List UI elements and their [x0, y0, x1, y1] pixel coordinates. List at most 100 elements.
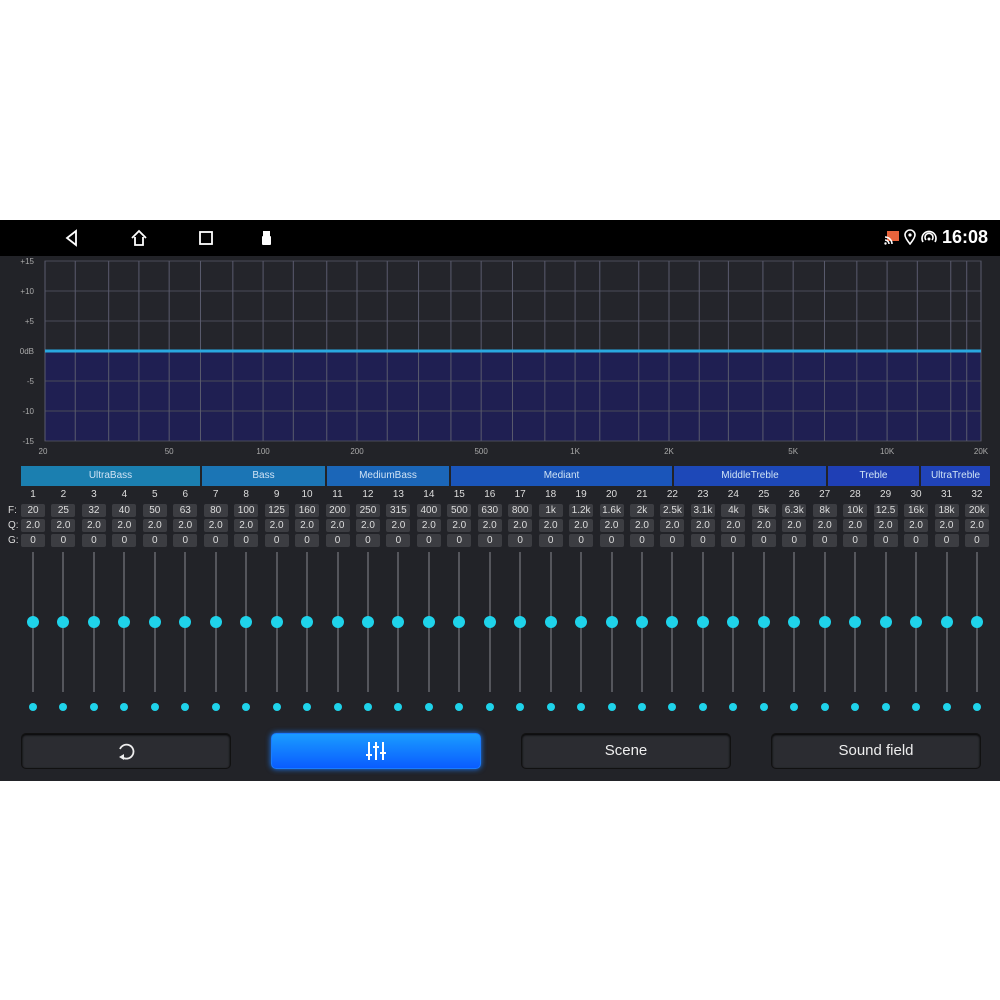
band-q[interactable]: 2.0 [751, 519, 776, 532]
band-gain[interactable]: 0 [751, 534, 776, 547]
back-icon[interactable] [62, 228, 82, 248]
band-frequency[interactable]: 40 [112, 504, 137, 517]
band-gain[interactable]: 0 [264, 534, 289, 547]
band-q[interactable]: 2.0 [325, 519, 350, 532]
band-gain[interactable]: 0 [173, 534, 198, 547]
band-q[interactable]: 2.0 [142, 519, 167, 532]
band-frequency[interactable]: 12.5 [873, 504, 898, 517]
band-q[interactable]: 2.0 [538, 519, 563, 532]
band-gain[interactable]: 0 [843, 534, 868, 547]
band-q[interactable]: 2.0 [812, 519, 837, 532]
band-frequency[interactable]: 18k [934, 504, 959, 517]
gain-slider-thumb[interactable] [301, 616, 314, 628]
gain-slider-thumb[interactable] [331, 616, 344, 628]
band-q[interactable]: 2.0 [721, 519, 746, 532]
band-q[interactable]: 2.0 [569, 519, 594, 532]
gain-slider-thumb[interactable] [849, 616, 862, 628]
band-frequency[interactable]: 10k [843, 504, 868, 517]
sound-field-button[interactable]: Sound field [771, 733, 981, 769]
band-frequency[interactable]: 125 [264, 504, 289, 517]
band-gain[interactable]: 0 [355, 534, 380, 547]
gain-slider-thumb[interactable] [483, 616, 496, 628]
gain-slider-thumb[interactable] [970, 616, 983, 628]
band-gain[interactable]: 0 [873, 534, 898, 547]
band-q[interactable]: 2.0 [416, 519, 441, 532]
band-gain[interactable]: 0 [660, 534, 685, 547]
band-frequency[interactable]: 3.1k [690, 504, 715, 517]
band-q[interactable]: 2.0 [690, 519, 715, 532]
band-gain[interactable]: 0 [51, 534, 76, 547]
band-q[interactable]: 2.0 [81, 519, 106, 532]
band-q[interactable]: 2.0 [630, 519, 654, 532]
equalizer-button[interactable] [271, 733, 481, 769]
band-gain[interactable]: 0 [81, 534, 106, 547]
gain-slider-thumb[interactable] [179, 616, 192, 628]
band-frequency[interactable]: 20k [964, 504, 989, 517]
band-q[interactable]: 2.0 [112, 519, 137, 532]
scene-button[interactable]: Scene [521, 733, 731, 769]
band-q[interactable]: 2.0 [477, 519, 502, 532]
band-gain[interactable]: 0 [21, 534, 45, 547]
gain-slider-thumb[interactable] [453, 616, 466, 628]
band-frequency[interactable]: 500 [447, 504, 472, 517]
home-icon[interactable] [129, 228, 149, 248]
band-q[interactable]: 2.0 [173, 519, 198, 532]
band-gain[interactable]: 0 [904, 534, 929, 547]
band-gain[interactable]: 0 [964, 534, 989, 547]
band-frequency[interactable]: 6.3k [782, 504, 807, 517]
band-frequency[interactable]: 20 [21, 504, 45, 517]
band-frequency[interactable]: 1.2k [569, 504, 594, 517]
gain-slider-thumb[interactable] [57, 616, 70, 628]
band-frequency[interactable]: 16k [904, 504, 929, 517]
band-q[interactable]: 2.0 [234, 519, 259, 532]
band-gain[interactable]: 0 [386, 534, 411, 547]
band-q[interactable]: 2.0 [964, 519, 989, 532]
band-q[interactable]: 2.0 [264, 519, 289, 532]
band-gain[interactable]: 0 [447, 534, 472, 547]
band-q[interactable]: 2.0 [873, 519, 898, 532]
band-frequency[interactable]: 1.6k [599, 504, 624, 517]
band-frequency[interactable]: 80 [203, 504, 228, 517]
band-gain[interactable]: 0 [325, 534, 350, 547]
band-frequency[interactable]: 160 [295, 504, 320, 517]
band-frequency[interactable]: 8k [812, 504, 837, 517]
band-gain[interactable]: 0 [203, 534, 228, 547]
gain-slider-thumb[interactable] [727, 616, 740, 628]
gain-slider-thumb[interactable] [270, 616, 283, 628]
band-q[interactable]: 2.0 [295, 519, 320, 532]
gain-slider-thumb[interactable] [514, 616, 527, 628]
gain-slider-thumb[interactable] [148, 616, 161, 628]
band-q[interactable]: 2.0 [447, 519, 472, 532]
gain-slider-thumb[interactable] [575, 616, 588, 628]
band-gain[interactable]: 0 [538, 534, 563, 547]
gain-slider-thumb[interactable] [788, 616, 801, 628]
band-gain[interactable]: 0 [142, 534, 167, 547]
band-gain[interactable]: 0 [416, 534, 441, 547]
gain-slider-thumb[interactable] [240, 616, 253, 628]
band-gain[interactable]: 0 [477, 534, 502, 547]
band-gain[interactable]: 0 [812, 534, 837, 547]
gain-slider-thumb[interactable] [910, 616, 923, 628]
gain-slider-thumb[interactable] [209, 616, 222, 628]
band-q[interactable]: 2.0 [355, 519, 380, 532]
band-frequency[interactable]: 315 [386, 504, 411, 517]
band-gain[interactable]: 0 [782, 534, 807, 547]
band-q[interactable]: 2.0 [51, 519, 76, 532]
band-q[interactable]: 2.0 [843, 519, 868, 532]
band-frequency[interactable]: 63 [173, 504, 198, 517]
gain-slider-thumb[interactable] [636, 616, 648, 628]
band-frequency[interactable]: 32 [81, 504, 106, 517]
band-frequency[interactable]: 250 [355, 504, 380, 517]
band-frequency[interactable]: 25 [51, 504, 76, 517]
gain-slider-thumb[interactable] [392, 616, 405, 628]
gain-slider-thumb[interactable] [818, 616, 831, 628]
recents-icon[interactable] [196, 228, 216, 248]
band-frequency[interactable]: 2k [630, 504, 654, 517]
band-frequency[interactable]: 800 [508, 504, 533, 517]
band-gain[interactable]: 0 [721, 534, 746, 547]
gain-slider-thumb[interactable] [361, 616, 374, 628]
band-frequency[interactable]: 630 [477, 504, 502, 517]
gain-slider-thumb[interactable] [605, 616, 618, 628]
band-q[interactable]: 2.0 [386, 519, 411, 532]
band-frequency[interactable]: 50 [142, 504, 167, 517]
